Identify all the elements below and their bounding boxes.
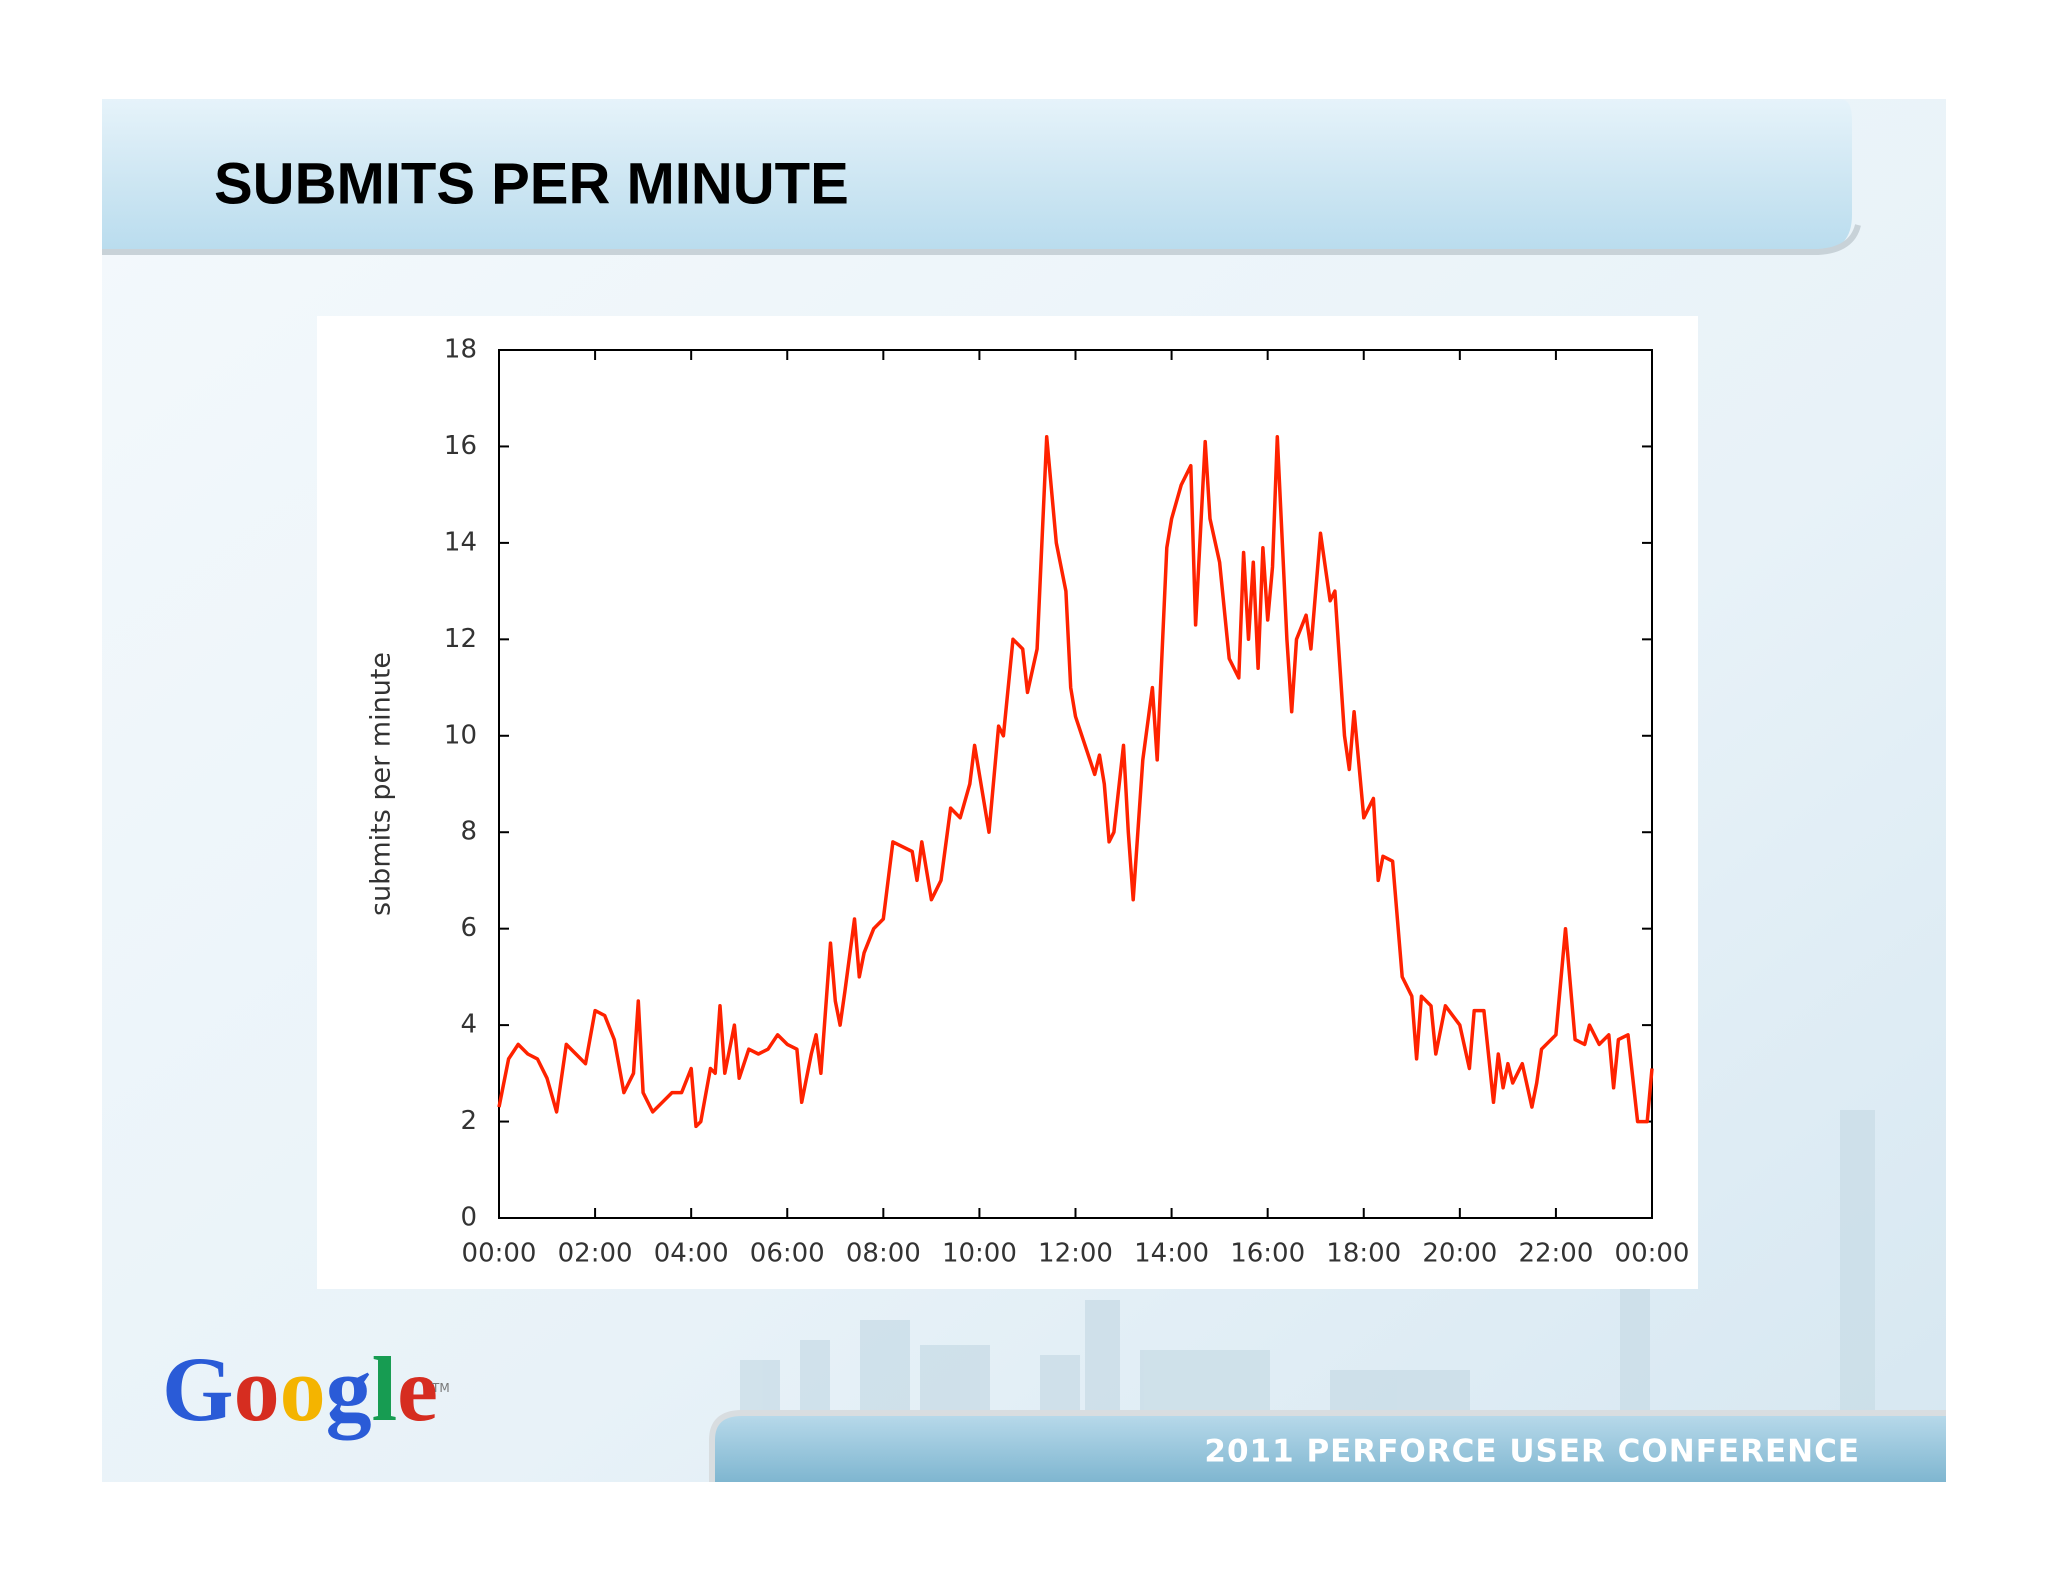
y-tick-label: 12 — [444, 624, 477, 654]
y-tick-label: 8 — [460, 817, 477, 847]
logo: Google — [162, 1338, 438, 1440]
x-tick-label: 10:00 — [942, 1239, 1017, 1269]
x-tick-label: 18:00 — [1326, 1239, 1401, 1269]
data-line — [497, 435, 1654, 1129]
x-tick-label: 14:00 — [1134, 1239, 1209, 1269]
x-tick-label: 12:00 — [1038, 1239, 1113, 1269]
y-tick-label: 18 — [444, 335, 477, 365]
y-tick-label: 6 — [460, 913, 477, 943]
chart-panel — [317, 316, 1698, 1289]
header-bar — [102, 99, 1852, 252]
x-tick-label: 00:00 — [1615, 1239, 1690, 1269]
logo-mark: TM — [431, 1381, 450, 1395]
y-axis-label: submits per minute — [366, 652, 397, 916]
x-tick-label: 02:00 — [558, 1239, 633, 1269]
x-tick-label: 04:00 — [654, 1239, 729, 1269]
y-tick-label: 0 — [460, 1203, 477, 1233]
x-tick-label: 06:00 — [750, 1239, 825, 1269]
x-tick-label: 16:00 — [1230, 1239, 1305, 1269]
header-edge — [102, 224, 1861, 255]
y-tick-label: 2 — [460, 1106, 477, 1136]
slide-title: SUBMITS PER MINUTE — [214, 151, 849, 216]
x-tick-label: 22:00 — [1518, 1239, 1593, 1269]
x-tick-label: 20:00 — [1422, 1239, 1497, 1269]
footer-text: 2011 PERFORCE USER CONFERENCE — [1204, 1434, 1860, 1470]
x-tick-label: 00:00 — [462, 1239, 537, 1269]
y-tick-label: 16 — [444, 431, 477, 461]
x-tick-label: 08:00 — [846, 1239, 921, 1269]
y-tick-label: 10 — [444, 720, 477, 750]
y-tick-label: 14 — [444, 527, 477, 557]
plot: 0 2 4 6 8 10 12 14 16 18 00:00 02:00 04:00 06:00 08:00… — [444, 335, 1690, 1269]
footer-edge — [709, 1410, 1946, 1482]
y-tick-label: 4 — [460, 1010, 477, 1040]
footer-bar — [712, 1415, 1946, 1482]
